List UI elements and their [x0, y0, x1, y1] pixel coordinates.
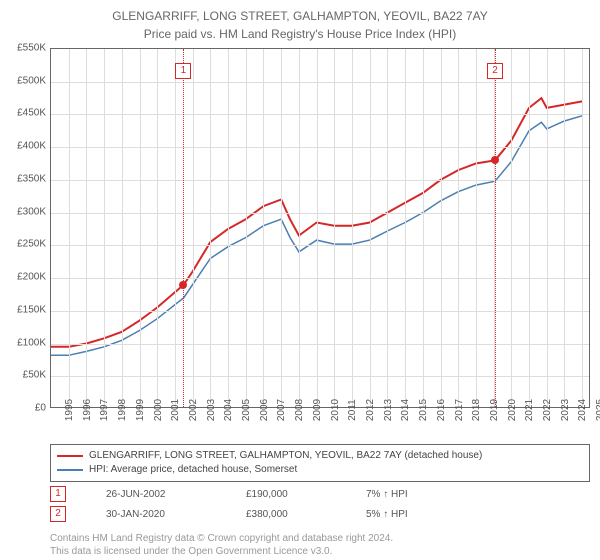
- y-tick-label: £450K: [6, 108, 46, 119]
- gridline-v: [246, 49, 247, 407]
- gridline-v: [387, 49, 388, 407]
- footnote-line-1: Contains HM Land Registry data © Crown c…: [50, 532, 393, 545]
- y-tick-label: £250K: [6, 239, 46, 250]
- chart-area: 12: [50, 48, 590, 408]
- y-tick-label: £550K: [6, 43, 46, 54]
- gridline-v: [140, 49, 141, 407]
- gridline-h: [51, 311, 589, 312]
- marker-line: [495, 49, 496, 407]
- y-tick-label: £100K: [6, 337, 46, 348]
- chart-subtitle: Price paid vs. HM Land Registry's House …: [0, 25, 600, 41]
- transaction-price: £190,000: [246, 489, 336, 500]
- y-tick-label: £150K: [6, 304, 46, 315]
- gridline-h: [51, 278, 589, 279]
- gridline-h: [51, 147, 589, 148]
- legend-row: GLENGARRIFF, LONG STREET, GALHAMPTON, YE…: [57, 449, 583, 463]
- gridline-h: [51, 344, 589, 345]
- gridline-v: [370, 49, 371, 407]
- y-tick-label: £50K: [6, 370, 46, 381]
- footnote-line-2: This data is licensed under the Open Gov…: [50, 545, 393, 558]
- gridline-v: [476, 49, 477, 407]
- x-tick-label: 2025: [581, 399, 600, 421]
- transaction-row: 1 26-JUN-2002 £190,000 7% ↑ HPI: [50, 486, 590, 502]
- gridline-v: [263, 49, 264, 407]
- y-tick-label: £500K: [6, 75, 46, 86]
- marker-dot: [491, 156, 499, 164]
- gridline-v: [193, 49, 194, 407]
- gridline-v: [317, 49, 318, 407]
- gridline-v: [334, 49, 335, 407]
- gridline-v: [511, 49, 512, 407]
- gridline-v: [104, 49, 105, 407]
- gridline-v: [299, 49, 300, 407]
- marker-line: [183, 49, 184, 407]
- legend-swatch: [57, 469, 83, 471]
- legend: GLENGARRIFF, LONG STREET, GALHAMPTON, YE…: [50, 444, 590, 482]
- gridline-v: [281, 49, 282, 407]
- y-tick-label: £300K: [6, 206, 46, 217]
- legend-label: HPI: Average price, detached house, Some…: [89, 463, 297, 477]
- gridline-v: [458, 49, 459, 407]
- gridline-v: [441, 49, 442, 407]
- gridline-v: [175, 49, 176, 407]
- gridline-h: [51, 82, 589, 83]
- transaction-date: 30-JAN-2020: [106, 509, 216, 520]
- legend-label: GLENGARRIFF, LONG STREET, GALHAMPTON, YE…: [89, 449, 482, 463]
- gridline-h: [51, 114, 589, 115]
- gridline-v: [69, 49, 70, 407]
- transaction-marker: 2: [50, 506, 66, 522]
- gridline-v: [86, 49, 87, 407]
- gridline-h: [51, 213, 589, 214]
- gridline-v: [423, 49, 424, 407]
- transaction-marker: 1: [50, 486, 66, 502]
- gridline-v: [122, 49, 123, 407]
- gridline-v: [564, 49, 565, 407]
- y-tick-label: £350K: [6, 173, 46, 184]
- transaction-date: 26-JUN-2002: [106, 489, 216, 500]
- gridline-h: [51, 180, 589, 181]
- y-tick-label: £200K: [6, 272, 46, 283]
- y-tick-label: £400K: [6, 141, 46, 152]
- legend-row: HPI: Average price, detached house, Some…: [57, 463, 583, 477]
- gridline-h: [51, 376, 589, 377]
- transaction-row: 2 30-JAN-2020 £380,000 5% ↑ HPI: [50, 506, 590, 522]
- transaction-price: £380,000: [246, 509, 336, 520]
- transaction-delta: 5% ↑ HPI: [366, 509, 408, 520]
- legend-swatch: [57, 455, 83, 457]
- transaction-delta: 7% ↑ HPI: [366, 489, 408, 500]
- gridline-h: [51, 245, 589, 246]
- gridline-v: [210, 49, 211, 407]
- marker-label: 1: [175, 63, 191, 79]
- marker-label: 2: [487, 63, 503, 79]
- gridline-v: [405, 49, 406, 407]
- chart-title: GLENGARRIFF, LONG STREET, GALHAMPTON, YE…: [0, 0, 600, 25]
- plot-region: 12: [50, 48, 590, 408]
- marker-dot: [179, 281, 187, 289]
- gridline-v: [228, 49, 229, 407]
- gridline-v: [547, 49, 548, 407]
- y-tick-label: £0: [6, 403, 46, 414]
- gridline-v: [352, 49, 353, 407]
- gridline-v: [157, 49, 158, 407]
- footnote: Contains HM Land Registry data © Crown c…: [50, 532, 393, 558]
- gridline-v: [529, 49, 530, 407]
- gridline-v: [582, 49, 583, 407]
